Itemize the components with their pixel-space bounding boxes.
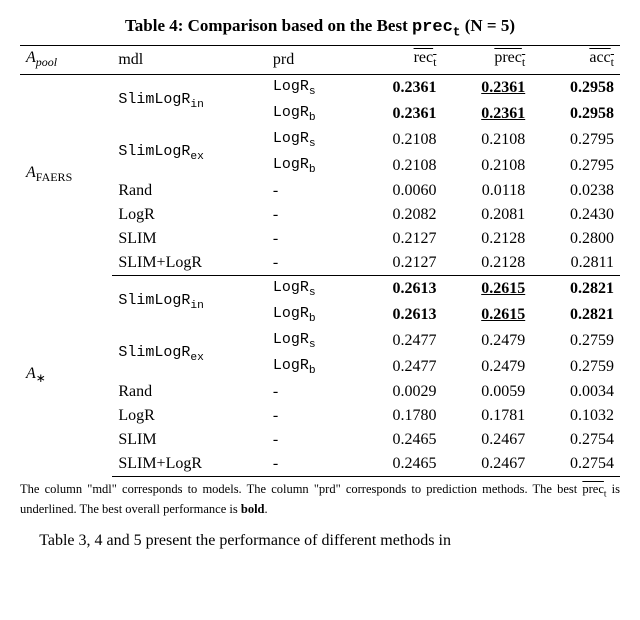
prd-cell: LogRs bbox=[267, 275, 354, 302]
prec-cell: 0.2108 bbox=[442, 153, 531, 179]
prec-cell: 0.2361 bbox=[442, 101, 531, 127]
acc-cell: 0.2430 bbox=[531, 203, 620, 227]
prec-cell: 0.2615 bbox=[442, 302, 531, 328]
prd-cell: - bbox=[267, 452, 354, 477]
prec-cell: 0.1781 bbox=[442, 404, 531, 428]
acc-cell: 0.0034 bbox=[531, 380, 620, 404]
mdl-cell: LogR bbox=[112, 404, 267, 428]
body-text: Table 3, 4 and 5 present the performance… bbox=[20, 532, 620, 550]
prd-cell: - bbox=[267, 203, 354, 227]
prd-cell: - bbox=[267, 227, 354, 251]
mdl-cell: Rand bbox=[112, 179, 267, 203]
col-mdl: mdl bbox=[112, 46, 267, 74]
table-row: A∗SlimLogRinLogRs0.26130.26150.2821 bbox=[20, 275, 620, 302]
prec-cell: 0.0059 bbox=[442, 380, 531, 404]
pool-cell: AFAERS bbox=[20, 74, 112, 275]
prec-cell: 0.2467 bbox=[442, 428, 531, 452]
acc-cell: 0.2795 bbox=[531, 153, 620, 179]
acc-cell: 0.2958 bbox=[531, 101, 620, 127]
prd-cell: LogRb bbox=[267, 101, 354, 127]
mdl-cell: SLIM bbox=[112, 227, 267, 251]
table-caption: Table 4: Comparison based on the Best pr… bbox=[20, 16, 620, 39]
prec-cell: 0.2128 bbox=[442, 251, 531, 276]
mdl-cell: SLIM bbox=[112, 428, 267, 452]
acc-cell: 0.2958 bbox=[531, 74, 620, 101]
acc-cell: 0.2759 bbox=[531, 354, 620, 380]
prec-cell: 0.2108 bbox=[442, 127, 531, 153]
caption-suffix: (N = 5) bbox=[460, 16, 515, 35]
mdl-cell: SlimLogRex bbox=[112, 328, 267, 380]
acc-cell: 0.2821 bbox=[531, 275, 620, 302]
caption-prefix: Table 4: Comparison based on the Best bbox=[125, 16, 412, 35]
prd-cell: - bbox=[267, 179, 354, 203]
prd-cell: - bbox=[267, 404, 354, 428]
rec-cell: 0.2127 bbox=[354, 227, 443, 251]
mdl-cell: SLIM+LogR bbox=[112, 452, 267, 477]
prd-cell: LogRs bbox=[267, 328, 354, 354]
rec-cell: 0.2613 bbox=[354, 275, 443, 302]
acc-cell: 0.2759 bbox=[531, 328, 620, 354]
table-footnote: The column "mdl" corresponds to models. … bbox=[20, 481, 620, 518]
rec-cell: 0.2613 bbox=[354, 302, 443, 328]
col-acc: acct bbox=[531, 46, 620, 74]
pool-cell: A∗ bbox=[20, 275, 112, 476]
acc-cell: 0.0238 bbox=[531, 179, 620, 203]
comparison-table: Apool mdl prd rect prect acct AFAERSSlim… bbox=[20, 45, 620, 476]
prd-cell: - bbox=[267, 428, 354, 452]
acc-cell: 0.1032 bbox=[531, 404, 620, 428]
mdl-cell: SlimLogRin bbox=[112, 74, 267, 127]
prec-cell: 0.2479 bbox=[442, 354, 531, 380]
rec-cell: 0.2127 bbox=[354, 251, 443, 276]
rec-cell: 0.0060 bbox=[354, 179, 443, 203]
mdl-cell: SlimLogRin bbox=[112, 275, 267, 328]
table-header-row: Apool mdl prd rect prect acct bbox=[20, 46, 620, 74]
rec-cell: 0.2108 bbox=[354, 127, 443, 153]
prd-cell: - bbox=[267, 251, 354, 276]
acc-cell: 0.2800 bbox=[531, 227, 620, 251]
rec-cell: 0.2361 bbox=[354, 74, 443, 101]
prd-cell: LogRb bbox=[267, 354, 354, 380]
prd-cell: LogRb bbox=[267, 153, 354, 179]
prec-cell: 0.2467 bbox=[442, 452, 531, 477]
prd-cell: - bbox=[267, 380, 354, 404]
rec-cell: 0.0029 bbox=[354, 380, 443, 404]
rec-cell: 0.2477 bbox=[354, 328, 443, 354]
rec-cell: 0.2108 bbox=[354, 153, 443, 179]
caption-code: prect bbox=[412, 18, 460, 37]
rec-cell: 0.1780 bbox=[354, 404, 443, 428]
mdl-cell: SLIM+LogR bbox=[112, 251, 267, 276]
rec-cell: 0.2465 bbox=[354, 428, 443, 452]
acc-cell: 0.2821 bbox=[531, 302, 620, 328]
table-row: AFAERSSlimLogRinLogRs0.23610.23610.2958 bbox=[20, 74, 620, 101]
col-prd: prd bbox=[267, 46, 354, 74]
prd-cell: LogRs bbox=[267, 74, 354, 101]
rec-cell: 0.2465 bbox=[354, 452, 443, 477]
mdl-cell: Rand bbox=[112, 380, 267, 404]
prec-cell: 0.0118 bbox=[442, 179, 531, 203]
prec-cell: 0.2128 bbox=[442, 227, 531, 251]
acc-cell: 0.2754 bbox=[531, 452, 620, 477]
acc-cell: 0.2811 bbox=[531, 251, 620, 276]
rec-cell: 0.2477 bbox=[354, 354, 443, 380]
mdl-cell: LogR bbox=[112, 203, 267, 227]
prec-cell: 0.2361 bbox=[442, 74, 531, 101]
acc-cell: 0.2795 bbox=[531, 127, 620, 153]
rec-cell: 0.2082 bbox=[354, 203, 443, 227]
col-prec: prect bbox=[442, 46, 531, 74]
prec-cell: 0.2081 bbox=[442, 203, 531, 227]
prec-cell: 0.2479 bbox=[442, 328, 531, 354]
col-pool: Apool bbox=[20, 46, 112, 74]
prec-cell: 0.2615 bbox=[442, 275, 531, 302]
prd-cell: LogRs bbox=[267, 127, 354, 153]
mdl-cell: SlimLogRex bbox=[112, 127, 267, 179]
acc-cell: 0.2754 bbox=[531, 428, 620, 452]
prd-cell: LogRb bbox=[267, 302, 354, 328]
col-rec: rect bbox=[354, 46, 443, 74]
rec-cell: 0.2361 bbox=[354, 101, 443, 127]
